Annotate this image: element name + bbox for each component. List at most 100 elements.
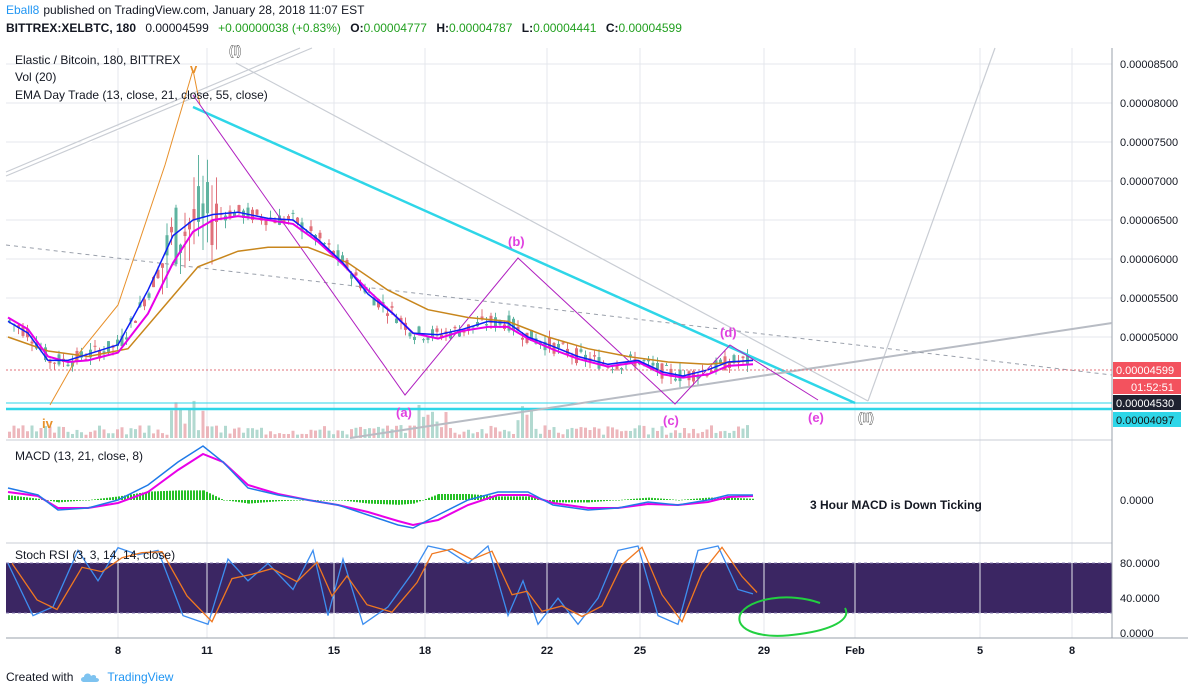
volume-bar — [620, 431, 623, 438]
macd-hist-bar — [577, 500, 579, 503]
volume-bar — [30, 425, 34, 438]
price-labels: 0.00004599 01:52:51 0.00004530 0.00004097 — [1113, 362, 1181, 427]
macd-hist-bar — [401, 500, 403, 505]
volume-bar — [116, 429, 119, 438]
volume-bar — [552, 427, 556, 438]
macd-hist-bar — [447, 494, 449, 500]
macd-hist-bar — [645, 497, 647, 500]
macd-hist-bar — [377, 500, 379, 504]
legend-title: Elastic / Bitcoin, 180, BITTREX — [15, 53, 180, 67]
macd-hist-bar — [47, 500, 49, 501]
macd-hist-bar — [480, 494, 482, 500]
candle-body — [687, 371, 691, 381]
volume-bar — [705, 429, 709, 438]
volume-bar — [170, 410, 173, 438]
volume-bar — [273, 434, 277, 438]
volume-bar — [12, 425, 16, 438]
candle-body — [611, 369, 614, 371]
macd-hist-bar — [407, 500, 409, 505]
macd-hist-bar — [368, 500, 370, 504]
volume-bar — [710, 425, 713, 438]
hand-drawn-circle — [738, 596, 848, 637]
macd-hist-bar — [471, 494, 473, 500]
candle-body — [557, 343, 560, 348]
high-value: 0.00004787 — [449, 21, 513, 35]
macd-hist-bar — [553, 500, 555, 503]
candle-body — [521, 337, 524, 340]
volume-bar — [714, 432, 718, 438]
candle-body — [66, 364, 70, 367]
macd-hist-bar — [35, 498, 37, 500]
macd-hist-bar — [290, 500, 292, 501]
macd-hist-bar — [534, 497, 536, 500]
macd-hist-bar — [160, 491, 162, 500]
volume-bar — [368, 428, 371, 438]
volume-bar — [107, 433, 110, 438]
candle-body — [615, 365, 619, 370]
macd-hist-bar — [203, 490, 205, 500]
macd-hist-bar — [26, 497, 28, 500]
candle-body — [120, 335, 124, 347]
price-axis[interactable]: 0.00008500 0.00008000 0.00007500 0.00007000… — [1120, 59, 1178, 344]
volume-bar — [44, 426, 47, 438]
candle-body — [305, 231, 308, 233]
time-axis[interactable]: 8 11 15 18 22 25 29 Feb 5 8 — [115, 645, 1075, 657]
candle-body — [116, 339, 119, 347]
candle-body — [516, 326, 520, 331]
macd-hist-bar — [157, 491, 159, 500]
wave-label-d: (d) — [720, 325, 737, 340]
tradingview-link[interactable]: TradingView — [107, 670, 174, 684]
volume-bar — [246, 428, 250, 438]
macd-hist-bar — [272, 500, 274, 502]
time-tick-label: 8 — [115, 645, 121, 657]
publish-header: Eball8 published on TradingView.com, Jan… — [6, 3, 364, 17]
macd-hist-bar — [14, 495, 16, 500]
price-change: +0.00000038 (+0.83%) — [218, 21, 341, 35]
candle-body — [93, 345, 97, 347]
macd-hist-bar — [591, 500, 593, 503]
time-tick-label: 25 — [634, 645, 646, 657]
macd-hist-bar — [32, 498, 34, 500]
volume-bar — [723, 430, 727, 438]
macd-hist-bar — [594, 500, 596, 502]
candle-body — [656, 362, 659, 371]
macd-hist-bar — [636, 498, 638, 500]
stoch-tick-label: 80.0000 — [1120, 558, 1160, 570]
macd-hist-bar — [642, 498, 644, 500]
candle-body — [17, 325, 20, 329]
candle-body — [719, 359, 722, 364]
macd-hist-bar — [226, 500, 228, 501]
macd-hist-bar — [453, 494, 455, 500]
candle-body — [201, 203, 205, 218]
candle-body — [665, 364, 668, 366]
volume-bar — [516, 420, 520, 438]
macd-hist-bar — [419, 500, 421, 502]
volume-bar — [17, 428, 20, 438]
volume-bar — [507, 431, 511, 438]
volume-bar — [732, 430, 736, 438]
volume-bar — [345, 434, 349, 438]
candle-body — [188, 221, 191, 230]
macd-hist-bar — [356, 500, 358, 503]
macd-hist-bar — [690, 499, 692, 500]
macd-hist-bar — [215, 496, 217, 500]
macd-hist-bar — [537, 498, 539, 500]
macd-hist-bar — [422, 500, 424, 501]
volume-bar — [26, 431, 29, 438]
candle-body — [206, 182, 209, 214]
volume-bar — [602, 434, 605, 438]
symbol-header: BITTREX:XELBTC, 180 0.00004599 +0.000000… — [6, 21, 682, 35]
macd-hist-bar — [571, 500, 573, 503]
macd-hist-bar — [525, 496, 527, 500]
macd-hist-bar — [106, 497, 108, 500]
candle-body — [458, 331, 461, 337]
candle-body — [336, 250, 340, 259]
symbol-name: BITTREX:XELBTC, 180 — [6, 21, 137, 35]
volume-bar — [134, 429, 137, 438]
volume-bar — [327, 430, 331, 438]
user-name[interactable]: Eball8 — [6, 3, 40, 17]
candle-body — [417, 326, 421, 333]
last-price: 0.00004599 — [145, 21, 209, 35]
time-tick-label: 15 — [328, 645, 340, 657]
